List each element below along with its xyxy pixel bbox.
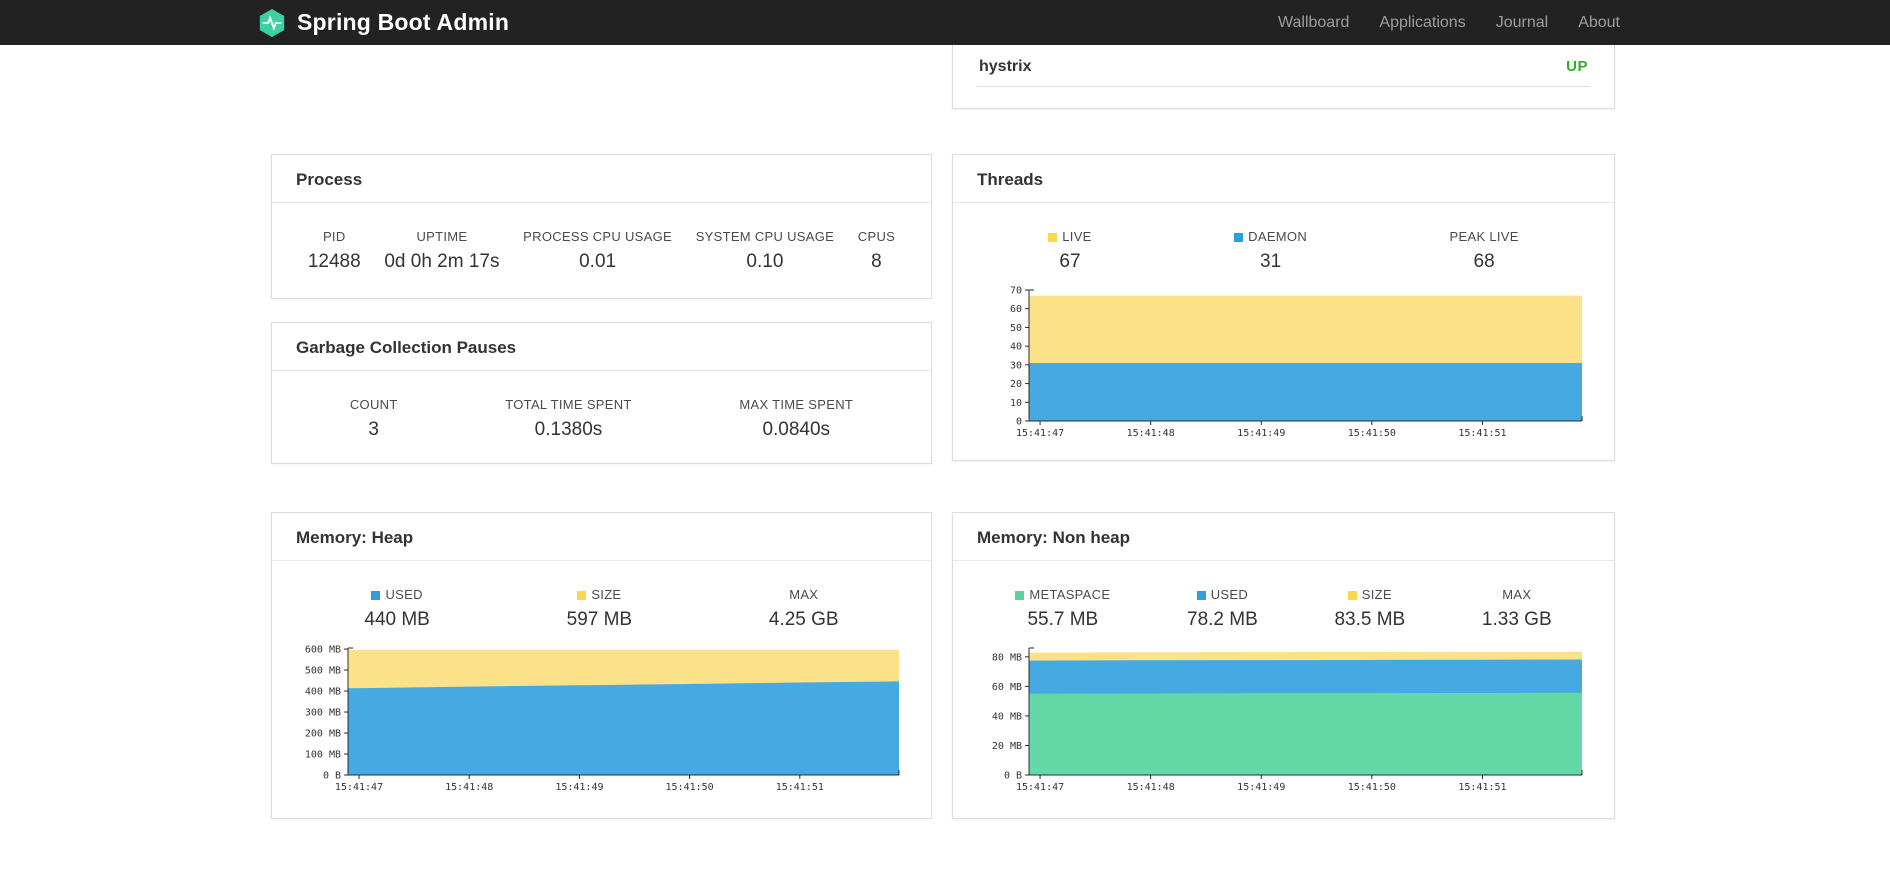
stat-uptime: UPTIME 0d 0h 2m 17s	[384, 229, 500, 272]
applications-panel: hystrix UP	[952, 45, 1615, 109]
nav-journal[interactable]: Journal	[1495, 13, 1549, 31]
panel-title: Threads	[953, 155, 1614, 203]
process-panel: Process PID 12488 UPTIME 0d 0h 2m 17s PR…	[271, 154, 932, 299]
nav-wallboard[interactable]: Wallboard	[1277, 13, 1350, 31]
svg-text:15:41:48: 15:41:48	[1127, 428, 1175, 439]
panel-title: Process	[272, 155, 931, 203]
stat-heap-used: USED 440 MB	[364, 587, 430, 630]
svg-text:15:41:47: 15:41:47	[335, 782, 383, 793]
svg-text:50: 50	[1010, 323, 1022, 334]
svg-text:80 MB: 80 MB	[992, 652, 1022, 663]
stat-live-threads: LIVE 67	[1048, 229, 1091, 273]
status-badge: UP	[1566, 58, 1588, 75]
stat-gc-total-time: TOTAL TIME SPENT 0.1380s	[505, 397, 632, 440]
threads-chart: 0 10 20 30 40 50 60 70 15:41:47 15:41:48 15:41:49 1…	[977, 285, 1590, 439]
svg-text:300 MB: 300 MB	[305, 708, 341, 719]
application-name-link[interactable]: hystrix	[979, 58, 1032, 75]
brand-link[interactable]: Spring Boot Admin	[257, 8, 509, 38]
memory-nonheap-panel: Memory: Non heap METASPACE 55.7 MB USED …	[952, 512, 1615, 819]
svg-text:15:41:50: 15:41:50	[666, 782, 714, 793]
svg-text:15:41:48: 15:41:48	[445, 782, 493, 793]
svg-text:500 MB: 500 MB	[305, 666, 341, 677]
memory-heap-panel: Memory: Heap USED 440 MB SIZE 597 MB MAX…	[271, 512, 932, 819]
nonheap-chart: 0 B 20 MB 40 MB 60 MB 80 MB 15:41:47 15:41:48 1…	[977, 643, 1590, 793]
gc-pauses-panel: Garbage Collection Pauses COUNT 3 TOTAL …	[271, 322, 932, 464]
stat-pid: PID 12488	[307, 229, 361, 272]
panel-title: Memory: Heap	[272, 513, 931, 561]
legend-swatch-used	[1196, 591, 1206, 600]
svg-text:15:41:51: 15:41:51	[1458, 782, 1506, 793]
stat-gc-count: COUNT 3	[349, 397, 398, 440]
svg-text:60 MB: 60 MB	[992, 682, 1022, 693]
stat-nonheap-used: USED 78.2 MB	[1187, 587, 1258, 630]
stat-cpus: CPUS 8	[857, 229, 896, 272]
svg-text:15:41:49: 15:41:49	[1237, 428, 1285, 439]
page-content: hystrix UP Process PID 12488 UPTIME 0d 0…	[0, 45, 1890, 892]
svg-text:20 MB: 20 MB	[992, 741, 1022, 752]
svg-text:60: 60	[1010, 304, 1022, 315]
legend-swatch-used	[371, 591, 381, 600]
threads-panel: Threads LIVE 67 DAEMON 31 PEAK LIVE 68 0…	[952, 154, 1615, 461]
navbar-links: Wallboard Applications Journal About	[1278, 14, 1620, 32]
heap-stats: USED 440 MB SIZE 597 MB MAX 4.25 GB	[296, 587, 907, 631]
svg-text:600 MB: 600 MB	[305, 645, 341, 656]
svg-text:70: 70	[1010, 286, 1022, 297]
svg-text:15:41:50: 15:41:50	[1348, 428, 1396, 439]
svg-text:10: 10	[1010, 398, 1022, 409]
svg-text:15:41:49: 15:41:49	[555, 782, 603, 793]
stat-gc-max-time: MAX TIME SPENT 0.0840s	[739, 397, 854, 440]
stat-system-cpu-usage: SYSTEM CPU USAGE 0.10	[695, 229, 835, 272]
svg-text:0 B: 0 B	[1004, 771, 1022, 782]
svg-text:15:41:49: 15:41:49	[1237, 782, 1285, 793]
app-title: Spring Boot Admin	[297, 9, 510, 35]
spring-boot-admin-logo-icon	[259, 8, 285, 37]
stat-process-cpu-usage: PROCESS CPU USAGE 0.01	[523, 229, 673, 272]
process-stats: PID 12488 UPTIME 0d 0h 2m 17s PROCESS CP…	[296, 229, 907, 273]
panel-title: Memory: Non heap	[953, 513, 1614, 561]
stat-nonheap-max: MAX 1.33 GB	[1481, 587, 1552, 630]
svg-text:15:41:51: 15:41:51	[1458, 428, 1506, 439]
svg-text:400 MB: 400 MB	[305, 687, 341, 698]
stat-peak-live-threads: PEAK LIVE 68	[1449, 229, 1519, 272]
application-row[interactable]: hystrix UP	[977, 45, 1590, 87]
legend-swatch-daemon	[1234, 233, 1244, 242]
panel-title: Garbage Collection Pauses	[272, 323, 931, 371]
legend-swatch-size	[1347, 591, 1357, 600]
svg-text:200 MB: 200 MB	[305, 729, 341, 740]
svg-text:15:41:48: 15:41:48	[1127, 782, 1175, 793]
svg-text:40 MB: 40 MB	[992, 711, 1022, 722]
stat-heap-size: SIZE 597 MB	[566, 587, 633, 630]
svg-text:20: 20	[1010, 379, 1022, 390]
svg-text:40: 40	[1010, 342, 1022, 353]
svg-text:0: 0	[1016, 417, 1022, 428]
legend-swatch-size	[577, 591, 587, 600]
svg-text:100 MB: 100 MB	[305, 750, 341, 761]
stat-heap-max: MAX 4.25 GB	[768, 587, 839, 630]
heap-chart: 0 B 100 MB 200 MB 300 MB 400 MB 500 MB 600 MB 1…	[296, 643, 907, 793]
top-navbar: Spring Boot Admin Wallboard Applications…	[0, 0, 1890, 45]
threads-stats: LIVE 67 DAEMON 31 PEAK LIVE 68	[977, 229, 1590, 273]
stat-nonheap-size: SIZE 83.5 MB	[1334, 587, 1406, 630]
svg-text:15:41:51: 15:41:51	[776, 782, 824, 793]
nav-about[interactable]: About	[1578, 13, 1620, 31]
legend-swatch-live	[1048, 233, 1058, 242]
nav-applications[interactable]: Applications	[1379, 13, 1466, 31]
gc-stats: COUNT 3 TOTAL TIME SPENT 0.1380s MAX TIM…	[296, 397, 907, 441]
svg-text:15:41:47: 15:41:47	[1016, 428, 1064, 439]
svg-text:30: 30	[1010, 360, 1022, 371]
nonheap-stats: METASPACE 55.7 MB USED 78.2 MB SIZE 83.5…	[977, 587, 1590, 631]
legend-swatch-metaspace	[1015, 591, 1025, 600]
svg-text:0 B: 0 B	[323, 771, 341, 782]
stat-daemon-threads: DAEMON 31	[1234, 229, 1307, 273]
svg-text:15:41:50: 15:41:50	[1348, 782, 1396, 793]
svg-text:15:41:47: 15:41:47	[1016, 782, 1064, 793]
logo-pulse-line	[262, 14, 282, 31]
stat-metaspace: METASPACE 55.7 MB	[1015, 587, 1110, 631]
